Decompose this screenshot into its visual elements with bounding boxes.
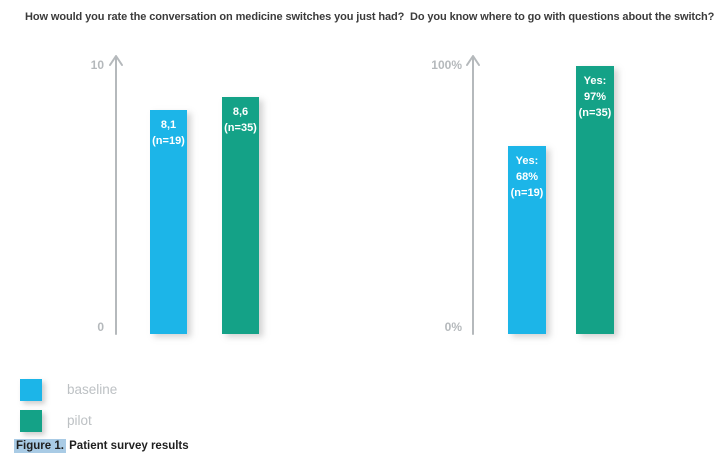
legend-swatch-baseline (20, 379, 42, 401)
bar-value-label: (n=35) (578, 107, 612, 119)
bar-value-label: 8,1 (160, 119, 177, 131)
figure-caption: Figure 1. Patient survey results (14, 439, 189, 453)
bar-value-label: Yes: (583, 75, 607, 87)
bar-baseline-rating: 8,1 (n=19) (150, 110, 187, 334)
bar-value-label: 8,6 (232, 106, 249, 118)
bar-baseline-questions: Yes: 68% (n=19) (508, 146, 546, 334)
figure-caption-text: Patient survey results (65, 440, 189, 452)
bar-value-label: (n=35) (224, 122, 257, 134)
y-axis-min-label-right: 0% (444, 320, 462, 334)
legend-swatch-pilot (20, 410, 42, 432)
bar-value-label: Yes: (515, 155, 539, 167)
y-axis-min-label-left: 0 (97, 320, 104, 334)
y-axis-arrow-right (466, 55, 480, 335)
y-axis-arrow-left (109, 55, 123, 335)
bar-value-label: 68% (515, 171, 539, 183)
legend-label-pilot: pilot (67, 413, 92, 428)
bar-pilot-rating: 8,6 (n=35) (222, 97, 259, 334)
bar-pilot-questions: Yes: 97% (n=35) (576, 66, 614, 334)
y-axis-max-label-right: 100% (431, 58, 462, 72)
legend-label-baseline: baseline (67, 382, 118, 397)
bar-value-label: (n=19) (510, 187, 544, 199)
bar-value-label: 97% (583, 91, 607, 103)
chart-title-questions: Do you know where to go with questions a… (410, 11, 715, 23)
y-axis-max-label-left: 10 (90, 58, 104, 72)
figure-caption-number: Figure 1. (14, 439, 66, 453)
bar-value-label: (n=19) (152, 135, 185, 147)
chart-title-rating: How would you rate the conversation on m… (25, 11, 405, 23)
